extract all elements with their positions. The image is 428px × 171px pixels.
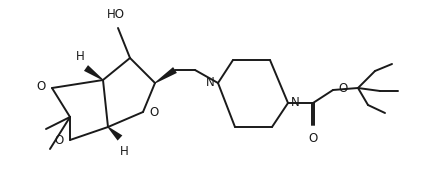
Polygon shape	[108, 127, 122, 141]
Text: O: O	[55, 134, 64, 147]
Text: O: O	[149, 107, 158, 120]
Text: O: O	[338, 82, 347, 95]
Text: H: H	[76, 50, 84, 63]
Text: O: O	[309, 132, 318, 145]
Text: HO: HO	[107, 8, 125, 21]
Polygon shape	[84, 65, 103, 80]
Polygon shape	[155, 67, 177, 83]
Text: N: N	[291, 96, 300, 109]
Text: H: H	[119, 145, 128, 158]
Text: N: N	[206, 76, 215, 89]
Text: O: O	[37, 81, 46, 94]
